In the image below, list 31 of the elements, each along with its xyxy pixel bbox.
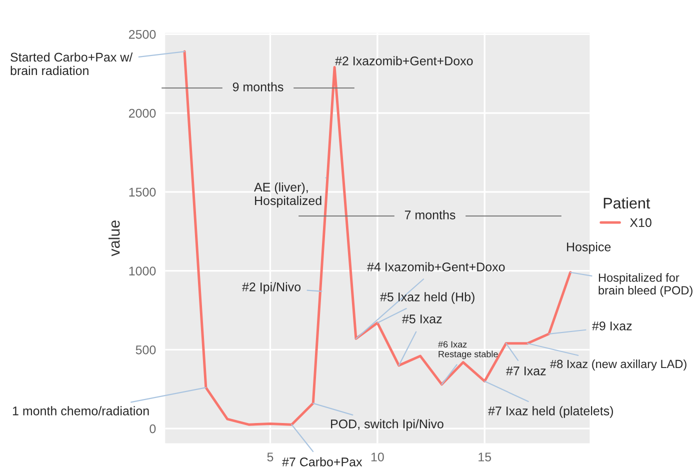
x-tick-label: 15	[478, 452, 492, 462]
y-tick-label: 2000	[128, 108, 156, 118]
annotation: #9 Ixaz	[592, 322, 632, 330]
annotation: #7 Carbo+Pax	[282, 457, 362, 466]
annotation: #2 Ipi/Nivo	[242, 282, 301, 294]
y-axis-title: value	[108, 220, 120, 256]
annotation: POD, switch Ipi/Nivo	[331, 419, 444, 431]
annotation: Started Carbo+Pax w/ brain radiation	[10, 52, 133, 76]
annotation: #8 Ixaz (new axillary LAD)	[550, 359, 686, 371]
annotation: #4 Ixazomib+Gent+Doxo	[367, 262, 505, 272]
annotation: #7 Ixaz	[506, 366, 546, 376]
legend-label: X10	[630, 218, 652, 228]
y-tick-label: 1000	[129, 266, 156, 276]
annotation: AE (liver), Hospitalized	[254, 182, 322, 208]
y-tick-label: 1500	[129, 188, 156, 197]
y-tick-label: 2500	[128, 30, 156, 39]
annotation: 1 month chemo/radiation	[12, 406, 149, 416]
annotation: #5 Ixaz	[402, 314, 442, 324]
annotation: 9 months	[232, 82, 284, 92]
annotation: #5 Ixaz held (Hb)	[380, 292, 474, 304]
x-tick-label: 10	[371, 452, 384, 462]
annotation: #7 Ixaz held (platelets)	[488, 406, 613, 418]
legend-title: Patient	[604, 197, 650, 209]
annotation: Hospitalized for brain bleed (POD)	[598, 273, 692, 297]
annotation: 7 months	[404, 210, 456, 220]
annotation: Hospice	[567, 242, 611, 254]
annotation: #6 Ixaz Restage stable	[438, 341, 498, 360]
y-tick-label: 0	[150, 424, 156, 434]
x-tick-label: 5	[267, 452, 274, 462]
y-tick-label: 500	[136, 345, 156, 354]
annotation: #2 Ixazomib+Gent+Doxo	[335, 56, 473, 66]
